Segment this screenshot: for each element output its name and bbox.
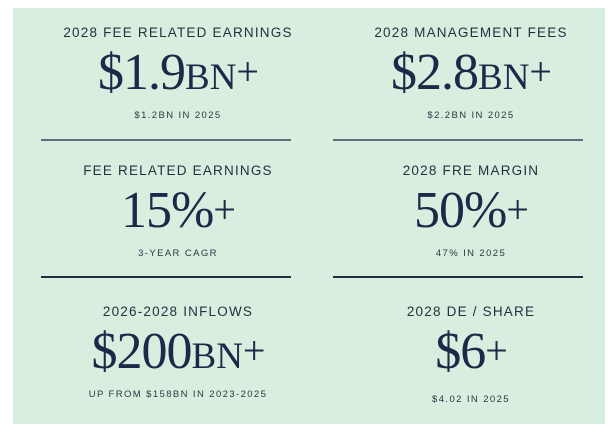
metric-suffix: + — [242, 328, 266, 373]
metric-inflows-2026-2028: 2026-2028 INFLOWS $200BN+ UP FROM $158BN… — [32, 304, 324, 401]
divider-left-2 — [41, 276, 291, 278]
metric-suffix: + — [236, 49, 259, 94]
metric-number: 15% — [121, 182, 214, 239]
metric-number: $200 — [91, 323, 193, 380]
metric-fre-margin-2028: 2028 FRE MARGIN 50%+ 47% IN 2025 — [325, 163, 612, 260]
metric-sub: 3-YEAR CAGR — [138, 248, 218, 259]
metric-value: $6+ — [325, 324, 612, 380]
metric-number: $2.8 — [391, 44, 479, 101]
metric-value: $1.9BN+ — [32, 45, 324, 101]
metric-unit: BN — [191, 336, 243, 377]
metric-unit: BN — [478, 57, 530, 98]
metric-management-fees-2028: 2028 MANAGEMENT FEES $2.8BN+ $2.2BN IN 2… — [325, 25, 612, 122]
divider-left-1 — [41, 139, 291, 141]
metric-sub: $2.2BN IN 2025 — [427, 110, 515, 121]
metric-value: $200BN+ — [32, 324, 324, 380]
metric-suffix: + — [485, 328, 508, 373]
metric-suffix: + — [506, 187, 529, 232]
metric-sub: UP FROM $158BN IN 2023-2025 — [88, 389, 268, 400]
metric-label: 2026-2028 INFLOWS — [102, 304, 254, 319]
divider-right-1 — [333, 139, 583, 141]
metric-value: 15%+ — [32, 183, 324, 239]
metric-sub: $4.02 IN 2025 — [432, 394, 510, 405]
metric-de-per-share-2028: 2028 DE / SHARE $6+ $4.02 IN 2025 — [325, 304, 612, 406]
divider-right-2 — [333, 276, 583, 278]
metric-label: 2028 FEE RELATED EARNINGS — [63, 25, 293, 40]
metric-sub: $1.2BN IN 2025 — [134, 110, 222, 121]
metric-number: 50% — [414, 182, 507, 239]
metric-label: FEE RELATED EARNINGS — [83, 163, 273, 178]
metric-number: $6 — [435, 323, 486, 380]
metric-unit: BN — [185, 57, 237, 98]
metric-label: 2028 DE / SHARE — [406, 304, 536, 319]
metric-number: $1.9 — [98, 44, 186, 101]
metric-fee-related-earnings-2028: 2028 FEE RELATED EARNINGS $1.9BN+ $1.2BN… — [32, 25, 324, 122]
metric-sub: 47% IN 2025 — [435, 248, 507, 259]
metric-suffix: + — [213, 187, 236, 232]
metric-label: 2028 FRE MARGIN — [402, 163, 540, 178]
metric-suffix: + — [529, 49, 552, 94]
metrics-panel: 2028 FEE RELATED EARNINGS $1.9BN+ $1.2BN… — [13, 8, 605, 424]
metric-value: $2.8BN+ — [325, 45, 612, 101]
metric-value: 50%+ — [325, 183, 612, 239]
metric-fre-cagr: FEE RELATED EARNINGS 15%+ 3-YEAR CAGR — [32, 163, 324, 260]
metric-label: 2028 MANAGEMENT FEES — [374, 25, 568, 40]
